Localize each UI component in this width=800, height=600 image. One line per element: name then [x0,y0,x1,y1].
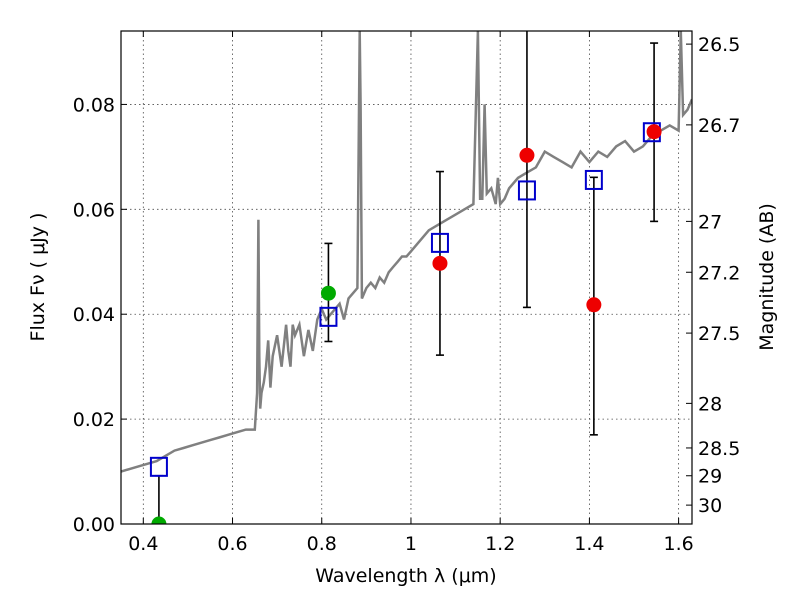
right-tick-label: 26.7 [698,115,740,137]
right-axis: 26.5 26.7 27 27.2 27.5 28 28.5 29 30 [686,34,740,517]
observed-point [646,124,662,140]
model-band-square [584,169,603,190]
observed-point [519,147,535,163]
right-tick-label: 28.5 [698,438,740,460]
x-tick-label: 1.2 [485,533,515,555]
right-tick-label: 30 [698,495,722,517]
x-tick-label: 1.6 [664,533,694,555]
model-spectrum-line [121,31,692,473]
right-tick-label: 28 [698,393,722,415]
model-band-square [430,232,449,253]
right-tick-label: 27.2 [698,262,740,284]
observed-point [586,297,602,313]
y-axis: 0.00 0.02 0.04 0.06 0.08 [73,94,127,536]
right-tick-label: 29 [698,466,722,488]
plot-frame [120,30,693,525]
y-tick-label: 0.08 [73,94,115,116]
plot-area [121,31,692,524]
model-band-square [517,180,536,201]
x-tick-label: 0.4 [128,533,158,555]
right-tick-label: 26.5 [698,34,740,56]
right-tick-label: 27.5 [698,323,740,345]
y-tick-label: 0.04 [73,304,115,326]
x-axis: 0.4 0.6 0.8 1 1.2 1.4 1.6 [128,31,694,555]
observed-point [320,285,336,301]
right-tick-label: 27 [698,211,722,233]
grid-lines [121,31,692,525]
x-tick-label: 0.8 [307,533,337,555]
right-axis-label: Magnitude (AB) [756,203,778,351]
x-tick-label: 1.4 [574,533,604,555]
model-band-square [319,306,338,327]
y-axis-label: Flux Fν ( μJy ) [27,213,49,342]
x-tick-label: 1 [405,533,417,555]
model-band-square [149,456,168,477]
observed-point [151,516,167,524]
y-tick-label: 0.00 [73,514,115,536]
y-tick-label: 0.02 [73,409,115,431]
y-tick-label: 0.06 [73,199,115,221]
x-tick-label: 0.6 [217,533,247,555]
x-axis-label: Wavelength λ (μm) [315,565,496,587]
observed-point [432,255,448,271]
